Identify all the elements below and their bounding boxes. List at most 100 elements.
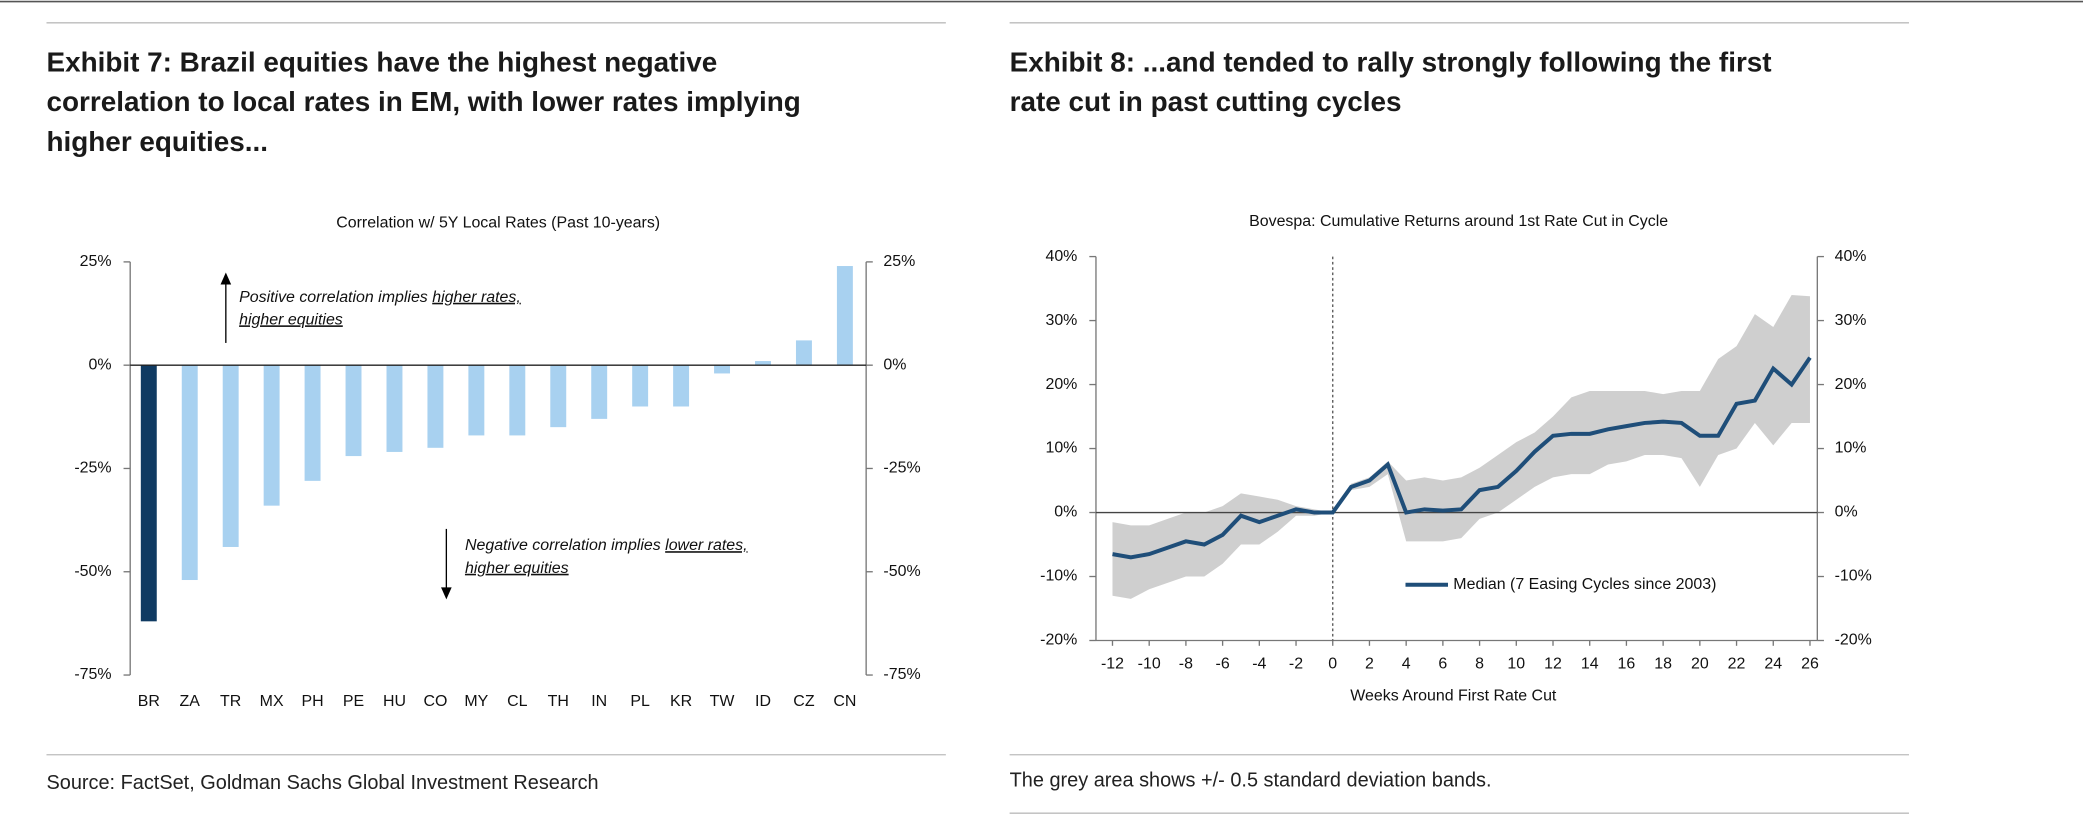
bar [795, 340, 812, 366]
y2-tick-label: 20% [1835, 376, 1867, 393]
x-axis-label: Weeks Around First Rate Cut [1350, 687, 1557, 704]
title: higher equities... [46, 126, 268, 157]
x-tick-label: 2 [1365, 656, 1374, 673]
y2-tick-label: 25% [883, 253, 915, 270]
x-tick-label: 16 [1618, 656, 1636, 673]
annotation-part: higher equities [239, 312, 343, 329]
bar [386, 365, 403, 452]
x-tick-label: 22 [1728, 656, 1746, 673]
y-tick-label: -25% [74, 460, 111, 477]
annotation-part: Positive correlation implies [239, 289, 432, 306]
bar [427, 365, 444, 448]
bar [181, 365, 198, 581]
x-tick-label: 8 [1475, 656, 1484, 673]
y2-tick-label: -10% [1835, 568, 1872, 585]
source: Source: FactSet, Goldman Sachs Global In… [46, 772, 598, 794]
x-tick-label: -8 [1179, 656, 1193, 673]
y2-tick-label: -25% [883, 460, 920, 477]
subtitle: Bovespa: Cumulative Returns around 1st R… [1249, 213, 1668, 230]
bar [304, 365, 321, 481]
arrowhead [441, 587, 452, 600]
x-tick-label: 4 [1402, 656, 1411, 673]
y-tick-label: -10% [1040, 568, 1077, 585]
annotation: higher equities [465, 560, 569, 577]
bar [714, 365, 731, 374]
y-tick-label: 0% [1054, 504, 1077, 521]
y-tick-label: 20% [1045, 376, 1077, 393]
annotation-part: lower rates, [665, 537, 747, 554]
x-tick-label: HU [383, 693, 406, 710]
x-tick-label: 24 [1764, 656, 1782, 673]
x-tick-label: -10 [1138, 656, 1161, 673]
x-tick-label: CZ [793, 693, 815, 710]
bar [591, 365, 608, 419]
y-tick-label: -50% [74, 563, 111, 580]
y2-tick-label: 0% [1835, 504, 1858, 521]
annotation: Negative correlation implies lower rates… [465, 537, 748, 554]
annotation-part: higher rates, [432, 289, 521, 306]
bar [836, 266, 853, 366]
x-tick-label: 0 [1328, 656, 1337, 673]
y2-tick-label: 30% [1835, 312, 1867, 329]
y2-tick-label: -75% [883, 666, 920, 683]
legend-label: Median (7 Easing Cycles since 2003) [1453, 576, 1716, 593]
title: correlation to local rates in EM, with l… [46, 86, 800, 117]
x-tick-label: MY [464, 693, 488, 710]
x-tick-label: 10 [1507, 656, 1525, 673]
bar [550, 365, 567, 428]
x-tick-label: 18 [1654, 656, 1672, 673]
title: rate cut in past cutting cycles [1010, 86, 1402, 117]
x-tick-label: TR [220, 693, 241, 710]
x-tick-label: IN [591, 693, 607, 710]
x-tick-label: CO [423, 693, 447, 710]
x-tick-label: 6 [1438, 656, 1447, 673]
subtitle: Correlation w/ 5Y Local Rates (Past 10-y… [336, 215, 660, 232]
annotation: higher equities [239, 312, 343, 329]
x-tick-label: BR [138, 693, 160, 710]
x-tick-label: 20 [1691, 656, 1709, 673]
y2-tick-label: -20% [1835, 632, 1872, 649]
x-tick-label: TH [548, 693, 569, 710]
x-tick-label: CN [833, 693, 856, 710]
bar [632, 365, 649, 407]
y2-tick-label: 0% [883, 356, 906, 373]
y-tick-label: 30% [1045, 312, 1077, 329]
bar [222, 365, 239, 547]
arrowhead [220, 272, 232, 285]
annotation: Positive correlation implies higher rate… [239, 289, 521, 306]
y-tick-label: 0% [89, 356, 112, 373]
bar [755, 361, 771, 366]
y2-tick-label: -50% [883, 563, 920, 580]
bar [345, 365, 362, 457]
y2-tick-label: 40% [1835, 248, 1867, 265]
x-tick-label: CL [507, 693, 528, 710]
title: Exhibit 7: Brazil equities have the high… [46, 46, 717, 77]
x-tick-label: -2 [1289, 656, 1303, 673]
y-tick-label: 25% [80, 253, 112, 270]
x-tick-label: ID [755, 693, 771, 710]
x-tick-label: TW [710, 693, 735, 710]
y-tick-label: -20% [1040, 632, 1077, 649]
y2-tick-label: 10% [1835, 440, 1867, 457]
x-tick-label: ZA [180, 693, 201, 710]
x-tick-label: MX [260, 693, 284, 710]
y-tick-label: 10% [1045, 440, 1077, 457]
x-tick-label: PH [302, 693, 324, 710]
x-tick-label: PE [343, 693, 364, 710]
bar [468, 365, 485, 436]
x-tick-label: -6 [1216, 656, 1230, 673]
median-line [1112, 356, 1812, 560]
annotation-part: higher equities [465, 560, 569, 577]
x-tick-label: PL [630, 693, 650, 710]
title: Exhibit 8: ...and tended to rally strong… [1010, 46, 1772, 77]
note: The grey area shows +/- 0.5 standard dev… [1010, 770, 1492, 792]
sd-band [1112, 294, 1810, 599]
x-tick-label: 12 [1544, 656, 1562, 673]
x-tick-label: KR [670, 693, 692, 710]
annotation-part: Negative correlation implies [465, 537, 665, 554]
x-tick-label: 14 [1581, 656, 1599, 673]
bar [509, 365, 526, 436]
bar [673, 365, 690, 407]
y-tick-label: 40% [1045, 248, 1077, 265]
